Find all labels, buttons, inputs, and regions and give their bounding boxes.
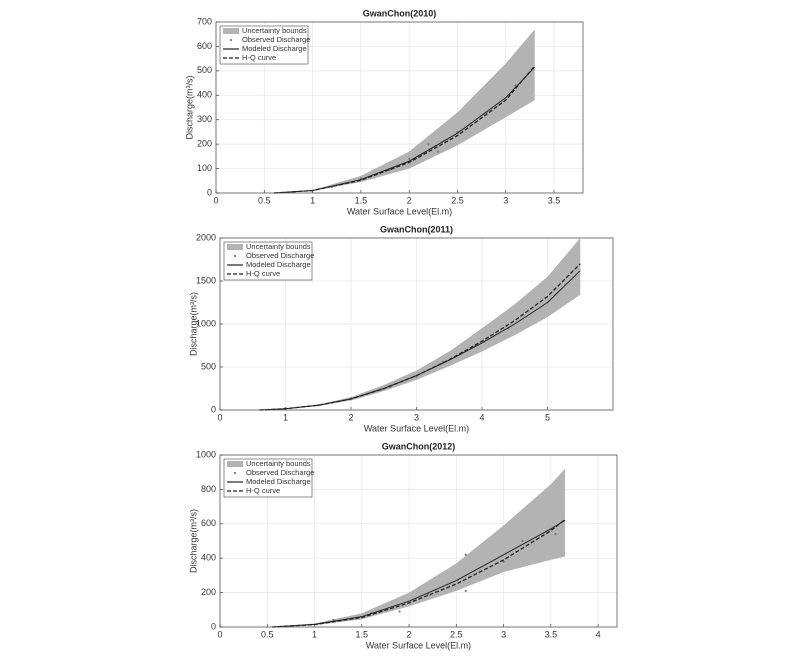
- x-tick-label: 2: [407, 629, 412, 639]
- observed-point: [514, 84, 517, 87]
- legend-label: H-Q curve: [246, 486, 280, 495]
- observed-point: [554, 533, 557, 536]
- x-tick-label: 3.5: [548, 195, 561, 205]
- chart-title: GwanChon(2010): [363, 8, 437, 18]
- observed-point: [464, 553, 467, 556]
- y-tick-label: 0: [211, 404, 216, 414]
- legend-label: Observed Discharge: [242, 35, 310, 44]
- legend-swatch: [233, 254, 237, 258]
- y-tick-label: 600: [201, 518, 216, 528]
- x-axis-label: Water Surface Level(El.m): [347, 206, 452, 216]
- observed-point: [398, 610, 401, 613]
- y-tick-label: 500: [201, 361, 216, 371]
- x-tick-label: 1.5: [355, 195, 368, 205]
- x-tick-label: 5: [545, 412, 550, 422]
- axes-frame: [219, 237, 614, 411]
- x-tick-label: 2: [348, 412, 353, 422]
- legend-label: H-Q curve: [246, 269, 280, 278]
- y-tick-label: 200: [201, 587, 216, 597]
- x-tick-label: 1: [310, 195, 315, 205]
- x-tick-label: 0: [217, 412, 222, 422]
- legend-label: H-Q curve: [242, 53, 276, 62]
- y-tick-label: 500: [197, 65, 212, 75]
- observed-point: [426, 593, 430, 596]
- observed-point: [441, 360, 444, 363]
- observed-point: [464, 589, 467, 592]
- y-tick-label: 800: [201, 484, 216, 494]
- legend-label: Uncertainty bounds: [246, 459, 311, 468]
- legend-label: Observed Discharge: [246, 251, 314, 260]
- y-tick-label: 100: [197, 163, 212, 173]
- x-axis-label: Water Surface Level(El.m): [364, 423, 469, 433]
- observed-point: [502, 560, 505, 563]
- x-tick-label: 1: [283, 412, 288, 422]
- x-tick-label: 4: [596, 629, 601, 639]
- x-axis-label: Water Surface Level(El.m): [366, 640, 471, 650]
- x-tick-label: 2: [407, 195, 412, 205]
- legend-label: Uncertainty bounds: [242, 26, 307, 35]
- legend-swatch: [227, 244, 243, 250]
- legend-label: Uncertainty bounds: [246, 242, 311, 251]
- x-tick-label: 3.5: [545, 629, 558, 639]
- x-tick-label: 1: [312, 629, 317, 639]
- observed-point: [521, 539, 524, 543]
- legend-label: Modeled Discharge: [242, 44, 307, 53]
- series-line: [273, 65, 536, 194]
- y-tick-label: 300: [197, 114, 212, 124]
- x-tick-label: 3: [503, 195, 508, 205]
- legend-label: Modeled Discharge: [246, 260, 311, 269]
- x-tick-label: 0: [213, 195, 218, 205]
- legend-label: Observed Discharge: [246, 468, 314, 477]
- y-axis-label: Discharge(m³/s): [184, 75, 194, 139]
- y-tick-label: 1000: [196, 318, 216, 328]
- chart-title: GwanChon(2011): [380, 224, 453, 234]
- x-tick-label: 0: [217, 629, 222, 639]
- legend-swatch: [229, 38, 233, 42]
- y-tick-label: 1500: [196, 275, 216, 285]
- legend-swatch: [223, 28, 239, 34]
- x-tick-label: 2.5: [451, 195, 464, 205]
- axes-frame: [219, 454, 618, 628]
- legend-swatch: [233, 471, 237, 475]
- observed-point: [427, 143, 430, 146]
- observed-point: [437, 150, 440, 153]
- observed-point: [408, 157, 411, 160]
- x-tick-label: 4: [479, 412, 484, 422]
- x-tick-label: 0.5: [261, 629, 274, 639]
- y-tick-label: 0: [211, 621, 216, 631]
- uncertainty-band: [271, 468, 566, 627]
- series-line: [271, 518, 566, 628]
- x-tick-label: 2.5: [450, 629, 463, 639]
- axes-frame: [215, 21, 584, 194]
- y-tick-label: 200: [197, 139, 212, 149]
- series-line: [259, 263, 581, 411]
- chart-title: GwanChon(2012): [382, 441, 456, 451]
- uncertainty-band: [259, 238, 581, 410]
- y-axis-label: Discharge(m³/s): [188, 509, 198, 573]
- y-tick-label: 1000: [196, 449, 216, 459]
- y-tick-label: 400: [197, 90, 212, 100]
- x-tick-label: 3: [414, 412, 419, 422]
- observed-point: [332, 619, 335, 622]
- uncertainty-band: [273, 29, 535, 194]
- y-tick-label: 400: [201, 553, 216, 563]
- legend-label: Modeled Discharge: [246, 477, 311, 486]
- y-axis-label: Discharge(m³/s): [188, 292, 198, 356]
- x-tick-label: 0.5: [258, 195, 271, 205]
- y-tick-label: 0: [207, 187, 212, 197]
- y-tick-label: 700: [197, 16, 212, 26]
- y-tick-label: 600: [197, 41, 212, 51]
- y-tick-label: 2000: [196, 232, 216, 242]
- x-tick-label: 3: [501, 629, 506, 639]
- legend-swatch: [227, 461, 243, 467]
- x-tick-label: 1.5: [356, 629, 369, 639]
